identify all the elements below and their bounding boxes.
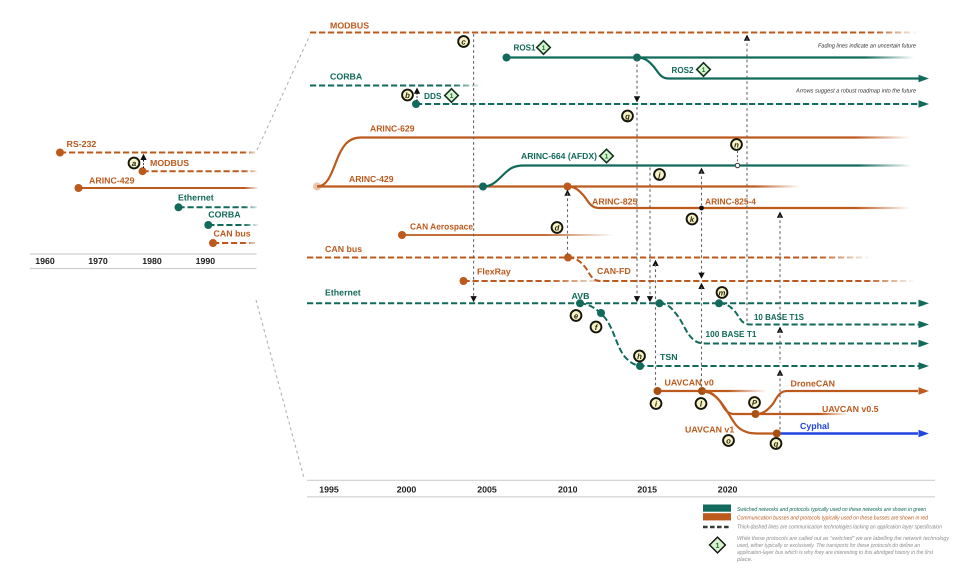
svg-text:application-layer bus which is: application-layer bus which is why they …	[737, 549, 933, 556]
svg-text:UAVCAN v1: UAVCAN v1	[685, 425, 734, 435]
svg-text:CORBA: CORBA	[330, 72, 363, 82]
svg-text:a: a	[132, 159, 137, 168]
svg-text:b: b	[405, 91, 410, 100]
svg-text:While these protocols are call: While these protocols are called out as …	[737, 535, 950, 542]
svg-text:e: e	[574, 311, 579, 320]
svg-text:CAN bus: CAN bus	[214, 229, 251, 239]
svg-text:Thick-dashed lines are communi: Thick-dashed lines are communication tec…	[737, 524, 942, 531]
svg-text:g: g	[624, 112, 630, 121]
svg-text:100 BASE T1: 100 BASE T1	[706, 329, 757, 339]
svg-text:j: j	[657, 170, 661, 179]
svg-text:DDS: DDS	[424, 91, 442, 101]
svg-text:l: l	[700, 399, 703, 408]
svg-text:place.: place.	[736, 556, 752, 563]
svg-text:ARINC-825-4: ARINC-825-4	[705, 197, 756, 207]
svg-text:used, either typically or excl: used, either typically or exclusively. T…	[737, 542, 920, 549]
svg-text:1970: 1970	[88, 256, 108, 266]
svg-text:Switched networks and protocol: Switched networks and protocols typicall…	[737, 506, 926, 513]
svg-text:10 BASE T1S: 10 BASE T1S	[754, 312, 804, 322]
svg-text:o: o	[726, 436, 731, 445]
svg-text:Arrows suggest a robust roadma: Arrows suggest a robust roadmap into the…	[795, 88, 917, 95]
svg-text:ARINC-825: ARINC-825	[592, 197, 638, 207]
svg-text:1990: 1990	[196, 256, 216, 266]
svg-text:RS-232: RS-232	[67, 139, 97, 149]
svg-text:Fading lines indicate an uncer: Fading lines indicate an uncertain futur…	[818, 43, 917, 50]
svg-text:1: 1	[702, 67, 706, 74]
svg-text:ARINC-664 (AFDX): ARINC-664 (AFDX)	[521, 151, 597, 161]
svg-text:q: q	[774, 439, 779, 448]
svg-text:MODBUS: MODBUS	[150, 158, 189, 168]
svg-text:i: i	[655, 399, 658, 408]
svg-text:ARINC-629: ARINC-629	[370, 124, 415, 134]
svg-text:k: k	[690, 215, 695, 224]
svg-text:n: n	[734, 140, 739, 149]
svg-text:TSN: TSN	[660, 352, 678, 362]
svg-text:UAVCAN v0.5: UAVCAN v0.5	[822, 404, 879, 414]
svg-text:CORBA: CORBA	[208, 210, 241, 220]
svg-text:1: 1	[715, 541, 719, 550]
svg-text:f: f	[595, 323, 599, 332]
svg-text:P: P	[752, 398, 758, 407]
svg-text:UAVCAN v0: UAVCAN v0	[665, 378, 714, 388]
svg-text:CAN bus: CAN bus	[325, 244, 362, 254]
svg-text:ROS2: ROS2	[672, 65, 694, 75]
svg-text:ARINC-429: ARINC-429	[89, 176, 135, 186]
svg-text:h: h	[637, 352, 642, 361]
svg-text:1995: 1995	[319, 485, 339, 495]
svg-text:1960: 1960	[35, 256, 55, 266]
svg-text:CAN Aerospace: CAN Aerospace	[410, 222, 473, 232]
svg-text:AVB: AVB	[572, 291, 590, 301]
svg-text:Ethernet: Ethernet	[325, 288, 361, 298]
svg-text:CAN-FD: CAN-FD	[597, 266, 631, 276]
svg-text:2015: 2015	[637, 485, 657, 495]
svg-text:Cyphal: Cyphal	[800, 421, 829, 431]
svg-text:c: c	[461, 37, 466, 46]
svg-text:2000: 2000	[397, 485, 417, 495]
svg-text:Ethernet: Ethernet	[178, 193, 214, 203]
svg-text:Communication busses and proto: Communication busses and protocols typic…	[737, 515, 929, 522]
svg-text:MODBUS: MODBUS	[330, 21, 369, 31]
svg-text:2020: 2020	[718, 485, 738, 495]
svg-text:FlexRay: FlexRay	[477, 267, 511, 277]
svg-text:d: d	[555, 223, 560, 232]
svg-text:m: m	[719, 288, 726, 297]
svg-text:ARINC-429: ARINC-429	[349, 174, 394, 184]
svg-text:2005: 2005	[477, 485, 497, 495]
svg-text:DroneCAN: DroneCAN	[791, 379, 835, 389]
svg-text:1: 1	[605, 154, 609, 161]
svg-text:1980: 1980	[142, 256, 162, 266]
svg-text:1: 1	[542, 45, 546, 52]
svg-text:2010: 2010	[558, 485, 578, 495]
svg-text:ROS1: ROS1	[514, 43, 536, 53]
svg-text:1: 1	[450, 93, 454, 100]
